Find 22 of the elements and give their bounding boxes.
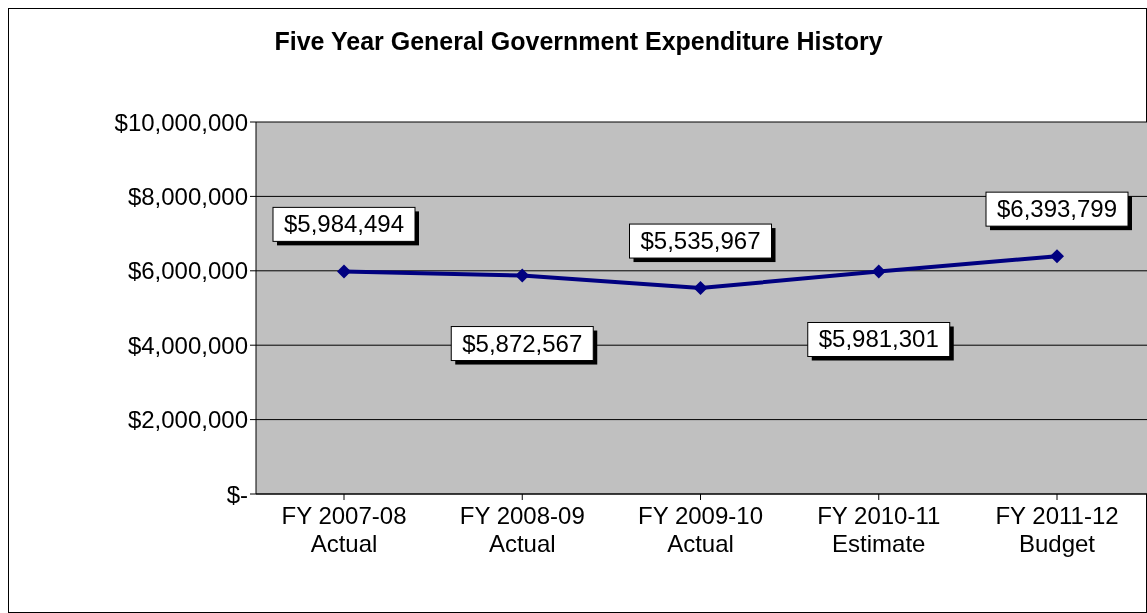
x-tick-label: FY 2007-08 Actual (281, 502, 407, 557)
point (515, 268, 530, 283)
data-label: $5,872,567 (462, 329, 583, 357)
point (1050, 249, 1064, 264)
point (693, 281, 708, 296)
data-label: $6,393,799 (996, 195, 1118, 223)
data-label: $5,535,967 (640, 227, 761, 255)
y-tick-label: $6,000,000 (127, 257, 248, 285)
x-tick-label: FY 2011-12 Budget (995, 502, 1119, 557)
x-tick-label: FY 2010-11 Estimate (817, 502, 941, 557)
y-tick-label: $10,000,000 (114, 108, 248, 136)
x-tick-label: FY 2008-09 Actual (459, 502, 585, 557)
y-tick-label: $8,000,000 (127, 182, 248, 210)
x-tick-label: FY 2009-10 Actual (638, 502, 763, 557)
data-label: $5,984,494 (283, 210, 405, 238)
data-label: $5,981,301 (818, 325, 939, 353)
point (337, 264, 351, 279)
y-tick-label: $4,000,000 (127, 331, 248, 359)
y-tick-label: $2,000,000 (127, 406, 248, 434)
y-tick-label: $- (226, 480, 248, 508)
chart-title: Five Year General Government Expenditure History (273, 27, 884, 56)
point (871, 264, 886, 279)
